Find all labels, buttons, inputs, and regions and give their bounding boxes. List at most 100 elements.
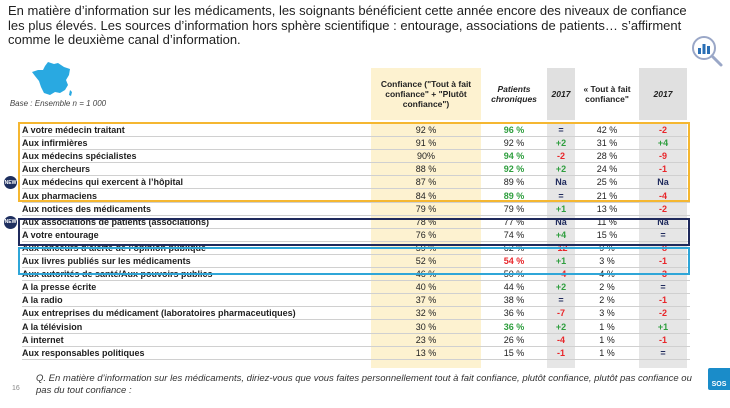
table-row: Aux chercheurs 88 % 92 % +2 24 % -1 [22, 163, 690, 177]
tout-a-fait-value: 28 % [596, 151, 618, 162]
row-label: Aux associations de patients (associatio… [22, 216, 210, 227]
tout-a-fait-value: 1 % [599, 334, 615, 345]
evolution-2017-value: = [558, 295, 564, 306]
row-label: Aux entreprises du médicament (laboratoi… [22, 308, 296, 319]
chroniques-value: 89 % [503, 177, 525, 188]
confiance-value: 23 % [415, 334, 437, 345]
highlight-box-alert [18, 247, 690, 275]
evolution-2017-tafc-value: Na [657, 177, 669, 188]
header-2017-b: 2017 [639, 68, 687, 120]
row-label: A la radio [22, 295, 63, 306]
confiance-value: 88 % [415, 164, 437, 175]
evolution-2017-value: = [558, 125, 564, 135]
confiance-value: 30 % [415, 321, 437, 332]
row-label: Aux chercheurs [22, 164, 91, 175]
table-row: A la télévision 30 % 36 % +2 1 % +1 [22, 321, 690, 334]
base-sample-text: Base : Ensemble n = 1 000 [9, 99, 107, 108]
header-confiance: Confiance ("Tout à fait confiance" + "Pl… [371, 68, 481, 120]
confiance-value: 37 % [415, 295, 437, 306]
chroniques-value: 36 % [503, 308, 525, 319]
tout-a-fait-value: 13 % [596, 203, 618, 214]
tout-a-fait-value: 2 % [599, 295, 615, 306]
evolution-2017-tafc-value: -2 [658, 125, 667, 135]
chroniques-value: 44 % [503, 282, 525, 293]
chroniques-value: 92 % [503, 138, 525, 149]
table-row: Aux infirmières 91 % 92 % +2 31 % +4 [22, 137, 690, 151]
row-label: A la presse écrite [22, 282, 97, 293]
row-label: A votre médecin traitant [22, 125, 125, 135]
evolution-2017-tafc-value: -1 [658, 164, 667, 175]
chart-magnifier-icon [692, 36, 723, 67]
evolution-2017-value: +2 [555, 164, 567, 175]
row-label: Aux notices des médicaments [22, 203, 152, 214]
table-row: Aux entreprises du médicament (laboratoi… [22, 307, 690, 321]
tout-a-fait-value: 24 % [596, 164, 618, 175]
evolution-2017-value: +2 [555, 138, 567, 149]
tout-a-fait-value: 2 % [599, 282, 615, 293]
table-row: Aux responsables politiques 13 % 15 % -1 1 %… [22, 347, 690, 360]
confiance-value: 91 % [415, 138, 437, 149]
confiance-value: 40 % [415, 282, 437, 293]
highlight-box-associations [18, 218, 690, 246]
evolution-2017-value: +1 [555, 203, 567, 214]
evolution-2017-tafc-value: -4 [658, 190, 667, 201]
row-label: Aux médecins spécialistes [22, 151, 137, 162]
evolution-2017-value: +1 [555, 256, 567, 266]
row-label: A votre entourage [22, 229, 99, 240]
table-row: A votre entourage 76 % 74 % +4 15 % = [22, 229, 690, 242]
tout-a-fait-value: 3 % [599, 256, 615, 266]
row-label: A internet [22, 334, 64, 345]
tout-a-fait-value: 21 % [596, 190, 618, 201]
tout-a-fait-value: 42 % [596, 125, 618, 135]
slide-headline: En matière d’information sur les médicam… [8, 3, 687, 47]
evolution-2017-tafc-value: -1 [658, 295, 667, 306]
table-row: Aux notices des médicaments 79 % 79 % +1 13 … [22, 203, 690, 216]
evolution-2017-tafc-value: = [660, 229, 666, 240]
confiance-value: 78 % [415, 216, 437, 227]
chroniques-value: 36 % [503, 321, 525, 332]
evolution-2017-value: = [558, 190, 564, 201]
chroniques-value: 77 % [503, 216, 525, 227]
evolution-2017-tafc-value: -2 [658, 308, 667, 319]
page-number: 16 [12, 385, 20, 392]
confiance-value: 87 % [415, 177, 437, 188]
header-2017-a: 2017 [547, 68, 575, 120]
evolution-2017-tafc-value: -9 [658, 151, 667, 162]
evolution-2017-value: -7 [556, 308, 565, 319]
table-row: Aux associations de patients (associatio… [22, 216, 690, 229]
confiance-value: 92 % [415, 125, 437, 135]
tout-a-fait-value: 1 % [599, 347, 615, 358]
evolution-2017-tafc-value: +4 [657, 138, 669, 149]
chroniques-value: 94 % [503, 151, 525, 162]
tout-a-fait-value: 3 % [599, 308, 615, 319]
new-badge: NEW [4, 176, 17, 190]
chroniques-value: 54 % [503, 256, 525, 266]
chroniques-value: 38 % [503, 295, 525, 306]
row-label: Aux infirmières [22, 138, 88, 149]
evolution-2017-tafc-value: -2 [658, 203, 667, 214]
tout-a-fait-value: 25 % [596, 177, 618, 188]
evolution-2017-value: +4 [555, 229, 567, 240]
evolution-2017-tafc-value: -1 [658, 334, 667, 345]
evolution-2017-value: -2 [556, 151, 565, 162]
confiance-value: 52 % [415, 256, 437, 266]
table-row: Aux médecins spécialistes 90% 94 % -2 28 % -9 [22, 150, 690, 164]
evolution-2017-value: +2 [555, 321, 567, 332]
row-label: Aux responsables politiques [22, 347, 145, 358]
evolution-2017-tafc-value: Na [657, 216, 669, 227]
row-label: Aux médecins qui exercent à l’hôpital [22, 177, 184, 188]
table-row: A internet 23 % 26 % -4 1 % -1 [22, 334, 690, 347]
row-label: A la télévision [22, 321, 83, 332]
header-tout-a-fait: « Tout à fait confiance" [583, 84, 631, 104]
header-patients-chroniques: Patients chroniques [491, 84, 537, 104]
table-row: A la presse écrite 40 % 44 % +2 2 % = [22, 281, 690, 295]
confiance-value: 32 % [415, 308, 437, 319]
confiance-value: 90% [416, 151, 435, 162]
confiance-value: 76 % [415, 229, 437, 240]
confiance-value: 13 % [415, 347, 437, 358]
question-footnote: Q. En matière d’information sur les médi… [36, 373, 692, 396]
tout-a-fait-value: 11 % [597, 216, 617, 227]
table-row: Aux pharmaciens 84 % 89 % = 21 % -4 [22, 190, 690, 203]
row-label: Aux pharmaciens [22, 190, 98, 201]
highlight-box-health-professionals [18, 122, 690, 202]
